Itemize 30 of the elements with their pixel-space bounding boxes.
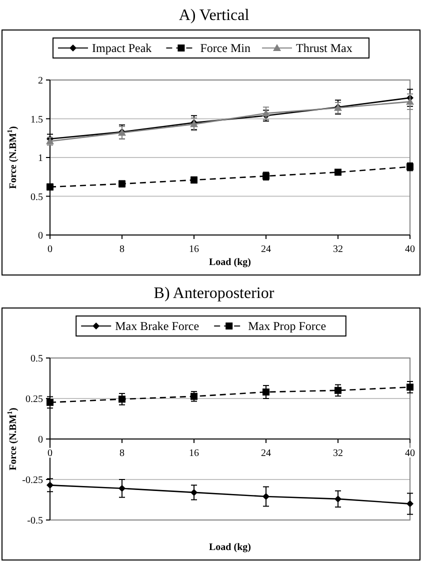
y-tick-label: 1.5 (30, 114, 43, 126)
y-tick-label: 0 (38, 434, 43, 446)
x-tick-label: 8 (120, 244, 124, 255)
x-tick-label: 0 (48, 244, 52, 255)
x-tick-label: 24 (261, 448, 271, 459)
x-tick-label: 8 (120, 448, 124, 459)
x-tick-label: 16 (189, 244, 199, 255)
x-tick-label: 32 (333, 244, 343, 255)
y-tick-label: 0.25 (26, 394, 43, 405)
y-tick-label: -0.25 (22, 475, 43, 486)
x-tick-label: 40 (405, 244, 415, 255)
y-tick-label: 2 (38, 76, 43, 86)
y-tick-label: 0 (38, 230, 43, 242)
legend-label: Thrust Max (296, 41, 352, 55)
legend-label: Impact Peak (92, 41, 152, 55)
chart-title: A) Vertical (178, 7, 250, 24)
chart-title: B) Anteroposterior (154, 285, 275, 302)
x-axis-title: Load (kg) (209, 257, 251, 268)
x-tick-label: 40 (405, 448, 415, 459)
x-tick-label: 24 (261, 244, 271, 255)
x-axis-title: Load (kg) (209, 542, 251, 553)
y-tick-label: 0.5 (30, 354, 43, 364)
legend-label: Max Brake Force (115, 319, 200, 333)
x-tick-label: 32 (333, 448, 343, 459)
y-tick-label: -0.5 (27, 516, 43, 526)
y-tick-label: 0.5 (30, 192, 43, 203)
legend-label: Max Prop Force (248, 319, 326, 333)
y-tick-label: 1 (38, 153, 43, 164)
x-tick-label: 16 (189, 448, 199, 459)
legend-label: Force Min (200, 41, 251, 55)
